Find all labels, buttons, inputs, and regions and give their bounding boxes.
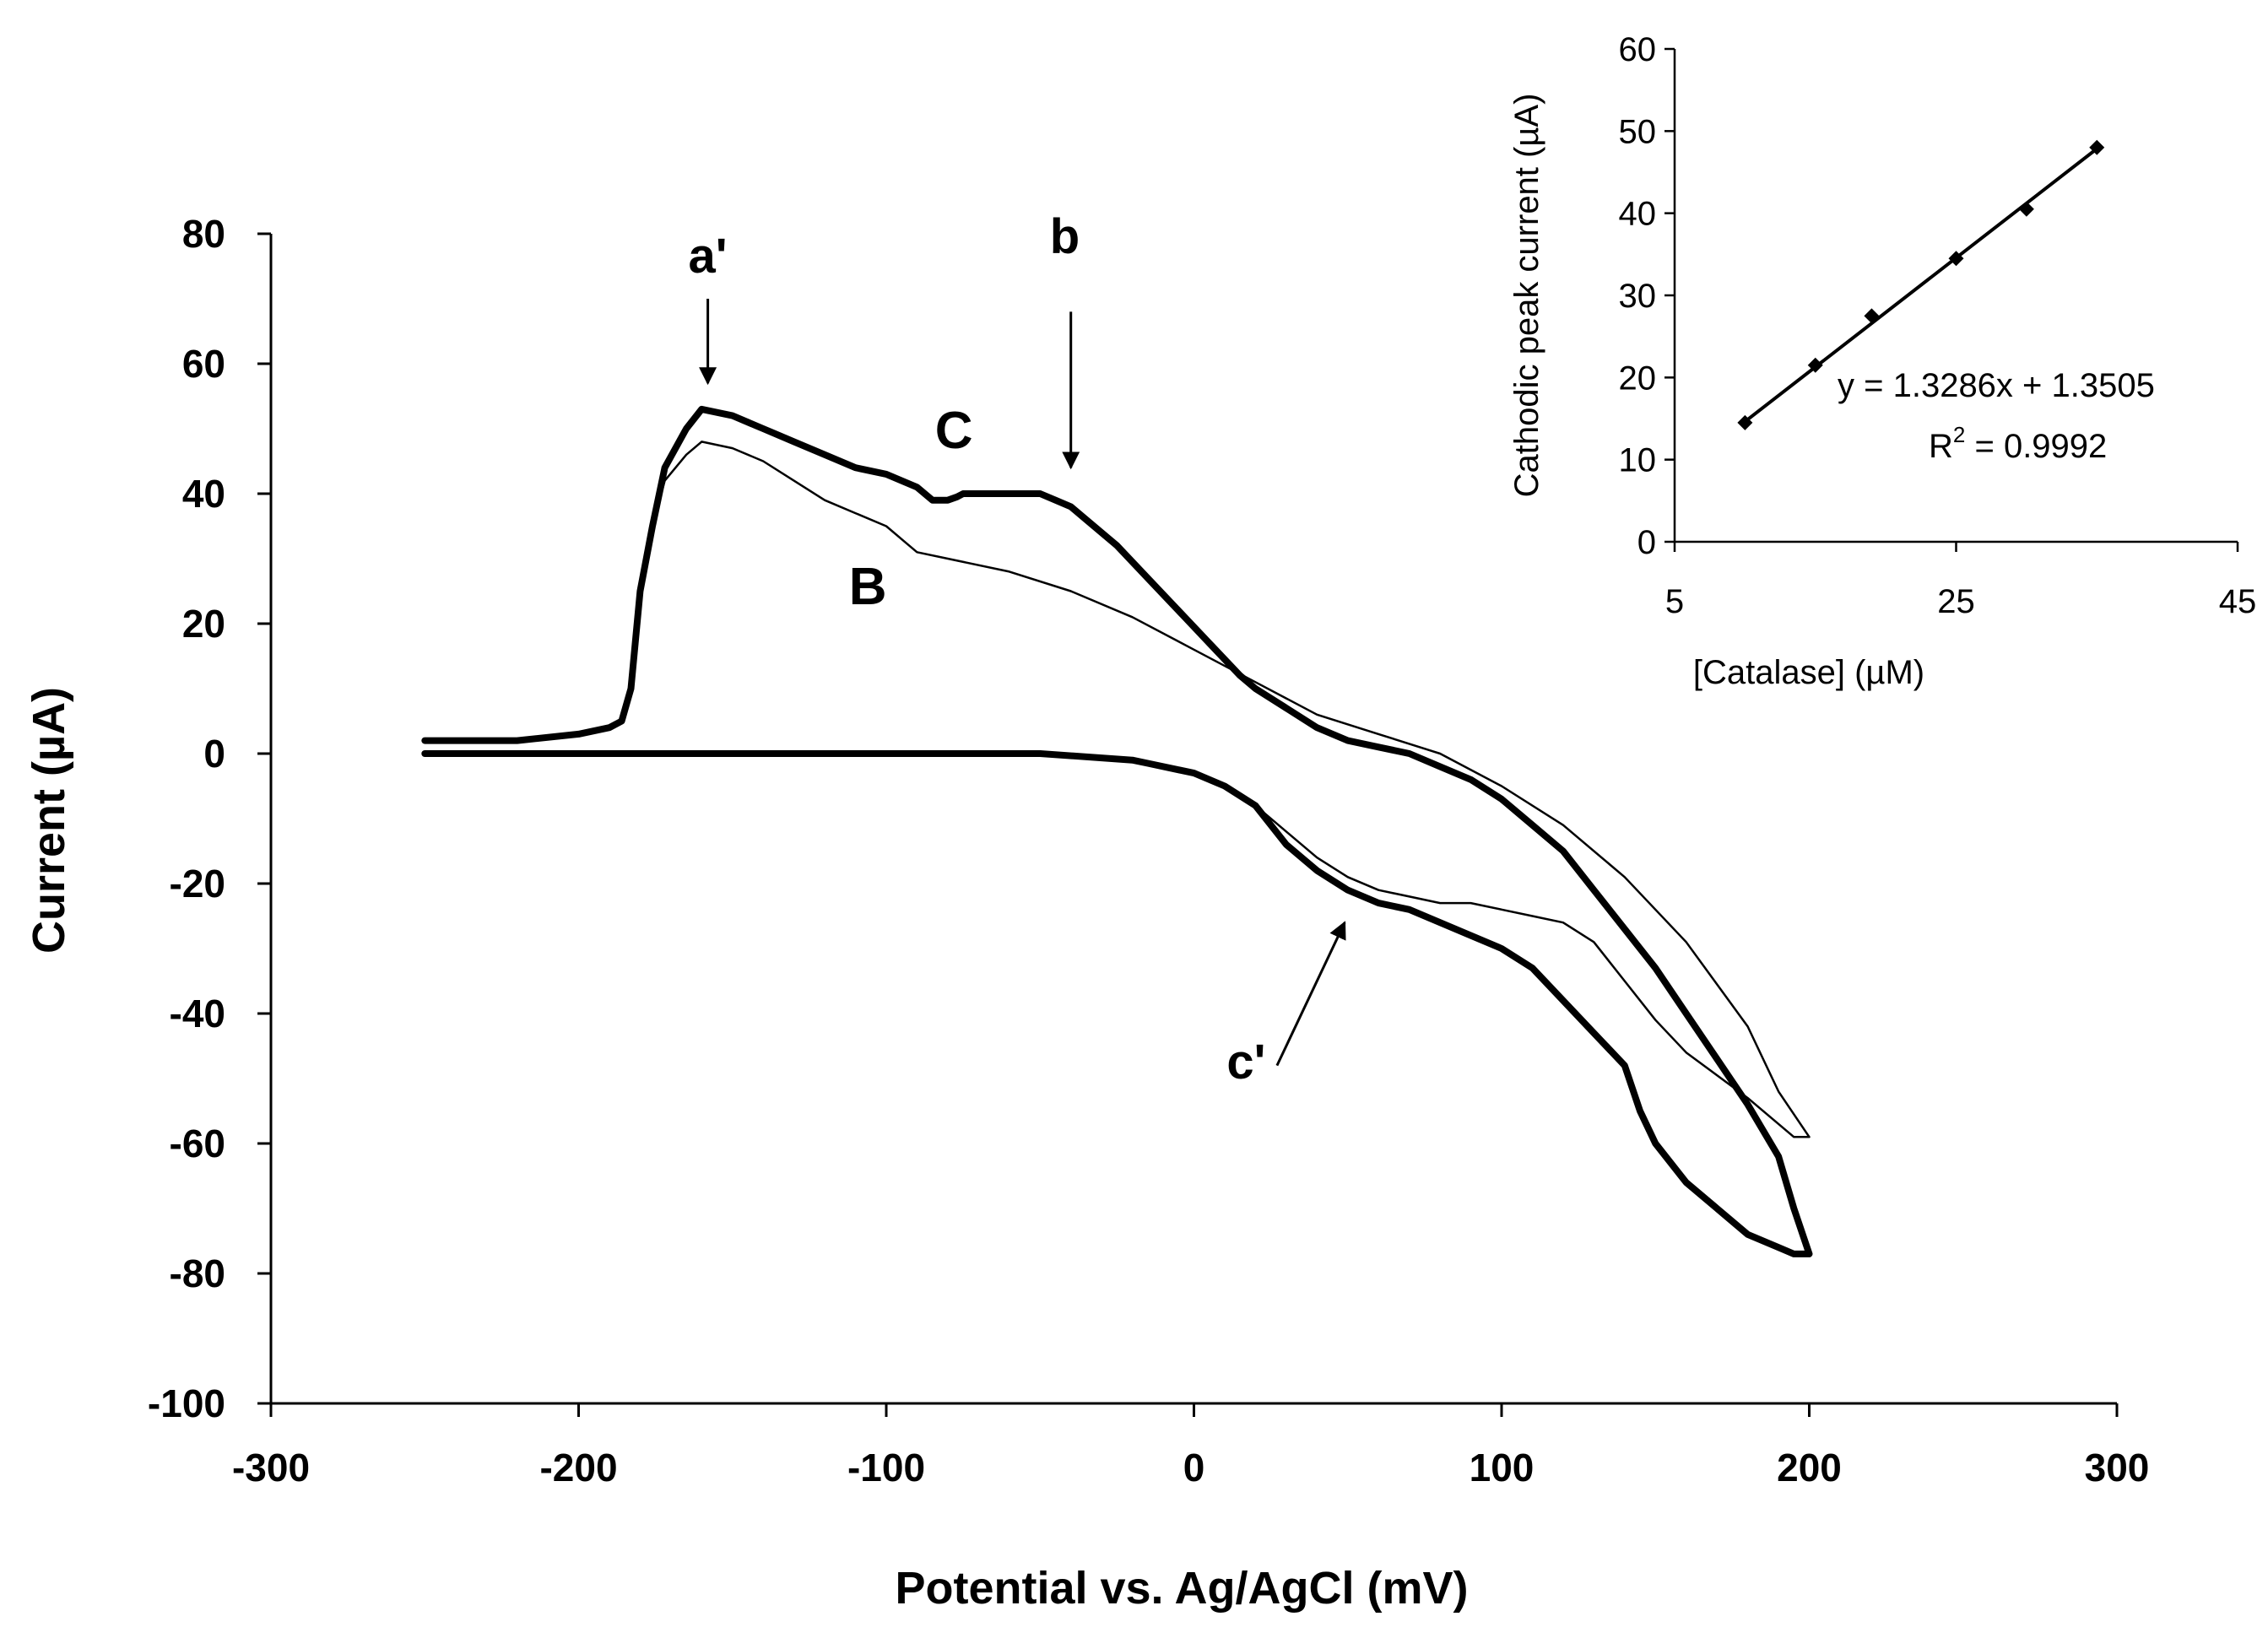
main-annotations: a' b c' C B: [689, 209, 1346, 1089]
main-y-tick-label: -20: [170, 862, 225, 905]
main-x-tick-label: -100: [847, 1446, 925, 1489]
r-squared-superscript: 2: [1953, 422, 1965, 447]
inset-y-tick-label: 0: [1637, 524, 1656, 561]
annotation-label: b: [1050, 209, 1080, 264]
inset-data-point: [1737, 414, 1753, 430]
main-x-tick-label: -200: [539, 1446, 617, 1489]
main-y-tick-label: 0: [203, 732, 225, 776]
inset-x-tick-label: 25: [1937, 583, 1975, 620]
main-y-tick-label: 80: [182, 212, 225, 256]
inset-y-tick-label: 10: [1619, 442, 1657, 479]
inset-y-tick-label: 60: [1619, 31, 1657, 68]
series-line-B: [424, 441, 1811, 1138]
main-x-tick-label: 300: [2085, 1446, 2150, 1489]
r-squared-prefix: R: [1929, 428, 1953, 465]
inset-ticks: 0 10 20 30 40 50 60 5 25 45: [1619, 31, 2257, 620]
annotation-label: a': [689, 229, 728, 284]
main-y-tick-label: -60: [170, 1122, 225, 1165]
inset-y-axis-label: Cathodic peak current (µA): [1508, 94, 1545, 498]
main-x-tick-label: -300: [232, 1446, 310, 1489]
series-line-C: [421, 405, 1813, 1257]
inset-data-point: [2089, 139, 2105, 155]
trendline-equation: y = 1.3286x + 1.3505: [1838, 367, 2155, 404]
inset-axes: [1673, 49, 2238, 543]
r-squared-label: R2 = 0.9992: [1929, 422, 2107, 465]
main-x-axis-label: Potential vs. Ag/AgCl (mV): [895, 1563, 1468, 1614]
annotation-label: C: [935, 402, 973, 460]
main-y-axis-label: Current (µA): [24, 687, 74, 954]
inset-x-tick-label: 45: [2219, 583, 2257, 620]
main-x-tick-label: 100: [1470, 1446, 1535, 1489]
annotation-label: B: [849, 558, 887, 616]
annotation-arrow: [1275, 921, 1346, 1067]
inset-data-point: [2018, 201, 2034, 217]
inset-trendline: [1744, 147, 2098, 424]
inset-data-point: [1948, 251, 1964, 267]
main-y-tick-label: 20: [182, 602, 225, 646]
main-y-tick-label: -80: [170, 1251, 225, 1295]
main-x-tick-label: 0: [1183, 1446, 1205, 1489]
inset-data-point: [1864, 308, 1880, 324]
inset-data-point: [1807, 357, 1823, 373]
inset-y-tick-label: 30: [1619, 278, 1657, 315]
main-x-tick-label: 200: [1777, 1446, 1842, 1489]
main-series: [421, 405, 1813, 1257]
inset-series: [1737, 139, 2105, 430]
main-y-tick-label: -40: [170, 992, 225, 1035]
r-squared-value: = 0.9992: [1965, 428, 2107, 465]
inset-x-tick-label: 5: [1665, 583, 1684, 620]
main-axes: [269, 234, 2117, 1405]
annotation-label: c': [1226, 1035, 1265, 1089]
inset-y-tick-label: 40: [1619, 196, 1657, 233]
inset-y-tick-label: 20: [1619, 359, 1657, 397]
inset-y-tick-label: 50: [1619, 113, 1657, 150]
main-y-tick-label: -100: [148, 1381, 225, 1425]
main-y-tick-label: 60: [182, 342, 225, 386]
inset-x-axis-label: [Catalase] (µM): [1693, 654, 1924, 691]
main-y-tick-label: 40: [182, 472, 225, 516]
